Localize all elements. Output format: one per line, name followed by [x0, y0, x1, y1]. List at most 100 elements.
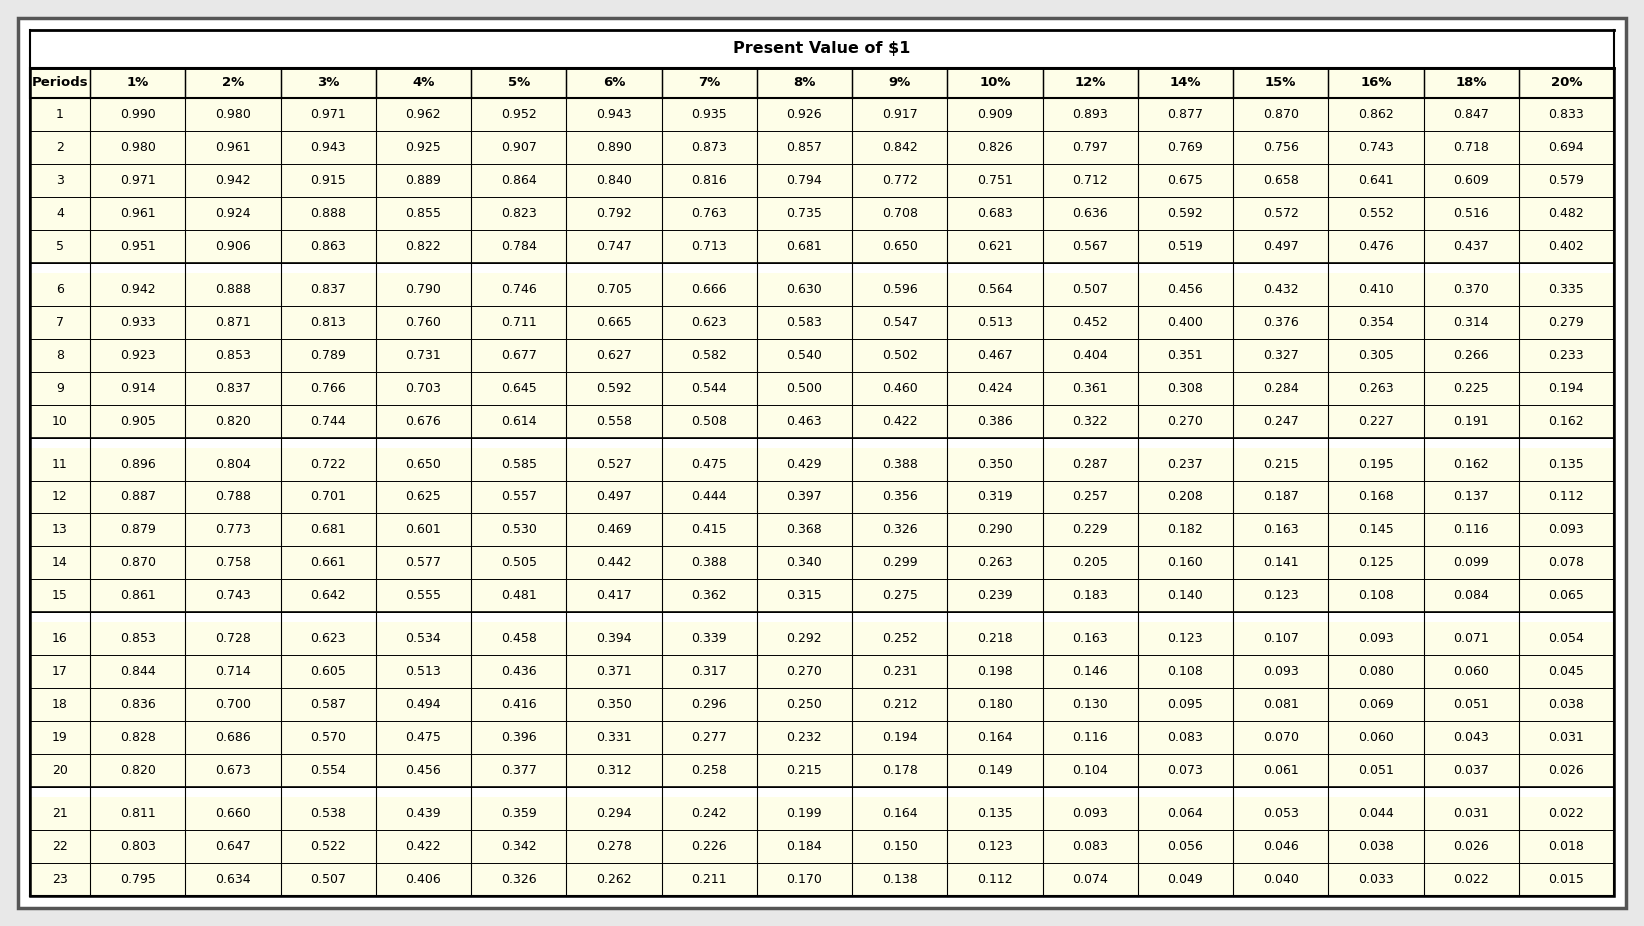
Text: 0.888: 0.888: [311, 206, 347, 219]
Text: 0.743: 0.743: [215, 589, 252, 603]
Text: 0.909: 0.909: [977, 108, 1013, 121]
Text: 0.350: 0.350: [977, 457, 1013, 470]
Text: 0.218: 0.218: [977, 632, 1013, 645]
Text: 0.194: 0.194: [881, 732, 917, 745]
Text: 0.074: 0.074: [1072, 873, 1108, 886]
Text: 0.925: 0.925: [406, 141, 441, 154]
Text: 0.813: 0.813: [311, 316, 345, 329]
Text: 0.415: 0.415: [690, 523, 727, 536]
Text: 0.747: 0.747: [595, 240, 631, 253]
Text: 0.870: 0.870: [1263, 108, 1299, 121]
Text: 23: 23: [53, 873, 67, 886]
Text: 0.084: 0.084: [1453, 589, 1489, 603]
Text: 0.837: 0.837: [311, 282, 347, 295]
Text: 0.340: 0.340: [786, 557, 822, 569]
Text: 14%: 14%: [1169, 77, 1202, 90]
Text: 0.164: 0.164: [977, 732, 1013, 745]
Text: 0.163: 0.163: [1263, 523, 1299, 536]
Text: 0.292: 0.292: [786, 632, 822, 645]
Text: 0.237: 0.237: [1167, 457, 1203, 470]
Text: 0.095: 0.095: [1167, 698, 1203, 711]
Text: 0.980: 0.980: [215, 108, 252, 121]
Text: 0.284: 0.284: [1263, 382, 1299, 394]
Text: 0.788: 0.788: [215, 491, 252, 504]
Text: 0.614: 0.614: [501, 415, 536, 428]
Text: 0.683: 0.683: [977, 206, 1013, 219]
Text: 0.045: 0.045: [1549, 665, 1585, 678]
Text: 0.107: 0.107: [1263, 632, 1299, 645]
Text: 0.887: 0.887: [120, 491, 156, 504]
Text: 0.051: 0.051: [1358, 764, 1394, 777]
Text: 0.377: 0.377: [501, 764, 536, 777]
Text: 0.022: 0.022: [1549, 807, 1585, 820]
Text: 3%: 3%: [317, 77, 339, 90]
Text: 0.658: 0.658: [1263, 174, 1299, 187]
Text: 0.317: 0.317: [690, 665, 727, 678]
Text: 13: 13: [53, 523, 67, 536]
Text: 0.718: 0.718: [1453, 141, 1489, 154]
Text: 0.069: 0.069: [1358, 698, 1394, 711]
Text: 0.038: 0.038: [1549, 698, 1585, 711]
Text: 0.675: 0.675: [1167, 174, 1203, 187]
Text: 0.820: 0.820: [120, 764, 156, 777]
Text: 0.252: 0.252: [881, 632, 917, 645]
Text: 0.416: 0.416: [501, 698, 536, 711]
Text: 0.150: 0.150: [881, 840, 917, 853]
Text: 0.728: 0.728: [215, 632, 252, 645]
Bar: [30, 580, 1614, 612]
Text: 0.198: 0.198: [977, 665, 1013, 678]
Text: 0.116: 0.116: [1072, 732, 1108, 745]
Text: 0.703: 0.703: [406, 382, 441, 394]
Text: 0.665: 0.665: [597, 316, 631, 329]
Text: 0.279: 0.279: [1549, 316, 1585, 329]
Bar: [30, 622, 1614, 656]
Text: 0.053: 0.053: [1263, 807, 1299, 820]
Text: 0.582: 0.582: [690, 349, 727, 362]
Text: 0.335: 0.335: [1549, 282, 1585, 295]
Bar: [30, 371, 1614, 405]
Text: 0.362: 0.362: [692, 589, 727, 603]
Text: 0.404: 0.404: [1072, 349, 1108, 362]
Text: 0.149: 0.149: [977, 764, 1013, 777]
Text: 0.756: 0.756: [1263, 141, 1299, 154]
Text: 0.308: 0.308: [1167, 382, 1203, 394]
Text: 0.442: 0.442: [597, 557, 631, 569]
Text: 0.187: 0.187: [1263, 491, 1299, 504]
Text: 0.952: 0.952: [501, 108, 536, 121]
Text: 3: 3: [56, 174, 64, 187]
Text: 0.163: 0.163: [1072, 632, 1108, 645]
Text: 0.227: 0.227: [1358, 415, 1394, 428]
Text: 0.661: 0.661: [311, 557, 345, 569]
Text: 15: 15: [53, 589, 67, 603]
Text: 0.773: 0.773: [215, 523, 252, 536]
Text: 0.112: 0.112: [977, 873, 1013, 886]
Text: 0.650: 0.650: [406, 457, 441, 470]
Text: 0.907: 0.907: [501, 141, 536, 154]
Text: 0.842: 0.842: [881, 141, 917, 154]
Text: 0.890: 0.890: [595, 141, 631, 154]
Text: 0.681: 0.681: [786, 240, 822, 253]
Text: 0.125: 0.125: [1358, 557, 1394, 569]
Text: 0.376: 0.376: [1263, 316, 1299, 329]
Text: 0.071: 0.071: [1453, 632, 1489, 645]
Text: 0.037: 0.037: [1453, 764, 1489, 777]
Text: 0.681: 0.681: [311, 523, 345, 536]
Text: 0.225: 0.225: [1453, 382, 1489, 394]
Bar: [30, 863, 1614, 896]
Text: 0.847: 0.847: [1453, 108, 1489, 121]
Bar: [30, 306, 1614, 339]
Text: 0.905: 0.905: [120, 415, 156, 428]
Text: 0.833: 0.833: [1549, 108, 1585, 121]
Text: 0.971: 0.971: [120, 174, 156, 187]
Bar: [30, 273, 1614, 306]
Text: 0.388: 0.388: [881, 457, 917, 470]
Text: 0.250: 0.250: [786, 698, 822, 711]
Bar: [30, 830, 1614, 863]
Text: 0.463: 0.463: [786, 415, 822, 428]
Text: 0.439: 0.439: [406, 807, 441, 820]
Text: 0.811: 0.811: [120, 807, 156, 820]
Text: 0.038: 0.038: [1358, 840, 1394, 853]
Bar: [30, 30, 1614, 68]
Text: 10%: 10%: [980, 77, 1011, 90]
Text: 0.287: 0.287: [1072, 457, 1108, 470]
